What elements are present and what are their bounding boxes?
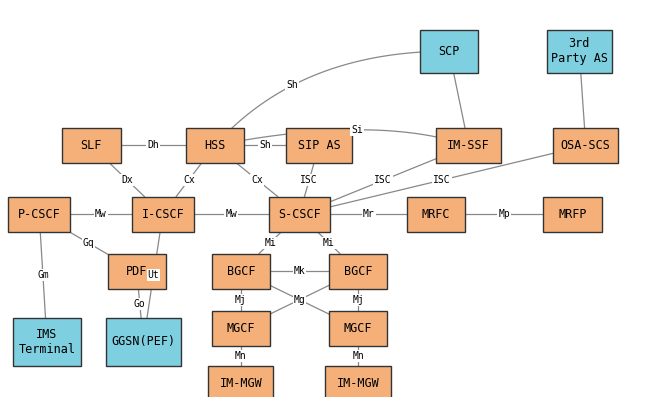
Text: Dx: Dx <box>121 175 133 185</box>
Text: Mi: Mi <box>323 238 335 248</box>
Text: Mg: Mg <box>293 295 305 305</box>
FancyBboxPatch shape <box>543 196 602 232</box>
FancyBboxPatch shape <box>436 128 501 163</box>
Text: ISC: ISC <box>433 175 451 185</box>
Text: Mw: Mw <box>225 209 237 219</box>
FancyBboxPatch shape <box>329 253 387 289</box>
FancyBboxPatch shape <box>212 310 270 346</box>
Text: OSA-SCS: OSA-SCS <box>561 139 611 152</box>
Text: Ut: Ut <box>147 270 159 280</box>
Text: Si: Si <box>351 125 363 135</box>
FancyBboxPatch shape <box>325 366 390 401</box>
FancyBboxPatch shape <box>212 253 270 289</box>
FancyBboxPatch shape <box>13 318 81 366</box>
Text: Mj: Mj <box>352 295 364 305</box>
FancyBboxPatch shape <box>186 128 244 163</box>
Text: PDF: PDF <box>126 265 147 278</box>
Text: IM-MGW: IM-MGW <box>220 377 262 390</box>
FancyBboxPatch shape <box>420 30 478 73</box>
Text: Sh: Sh <box>260 140 271 150</box>
Text: 3rd
Party AS: 3rd Party AS <box>550 37 608 65</box>
FancyBboxPatch shape <box>553 128 618 163</box>
Text: IMS
Terminal: IMS Terminal <box>19 328 76 356</box>
Text: Mg: Mg <box>293 295 305 305</box>
Text: P-CSCF: P-CSCF <box>18 208 60 221</box>
Text: Mj: Mj <box>235 295 247 305</box>
FancyBboxPatch shape <box>286 128 351 163</box>
Text: BGCF: BGCF <box>344 265 373 278</box>
FancyBboxPatch shape <box>106 318 181 366</box>
Text: Mw: Mw <box>95 209 107 219</box>
FancyBboxPatch shape <box>8 196 70 232</box>
Text: MGCF: MGCF <box>226 322 255 335</box>
FancyBboxPatch shape <box>108 253 166 289</box>
FancyBboxPatch shape <box>62 128 121 163</box>
Text: Sh: Sh <box>286 81 298 91</box>
Text: ISC: ISC <box>374 175 392 185</box>
Text: Go: Go <box>134 299 145 309</box>
FancyBboxPatch shape <box>407 196 465 232</box>
Text: HSS: HSS <box>205 139 226 152</box>
Text: BGCF: BGCF <box>226 265 255 278</box>
Text: Mi: Mi <box>264 238 276 248</box>
Text: SLF: SLF <box>80 139 102 152</box>
FancyBboxPatch shape <box>546 30 612 73</box>
Text: IM-SSF: IM-SSF <box>448 139 490 152</box>
FancyBboxPatch shape <box>132 196 194 232</box>
Text: Mn: Mn <box>235 351 247 361</box>
Text: MRFC: MRFC <box>422 208 450 221</box>
FancyBboxPatch shape <box>268 196 331 232</box>
Text: I-CSCF: I-CSCF <box>141 208 184 221</box>
Text: Mk: Mk <box>293 266 305 276</box>
Text: GGSN(PEF): GGSN(PEF) <box>112 336 175 348</box>
Text: Gq: Gq <box>82 238 94 248</box>
Text: Cx: Cx <box>183 175 195 185</box>
Text: Gm: Gm <box>37 270 48 280</box>
Text: S-CSCF: S-CSCF <box>278 208 321 221</box>
Text: IM-MGW: IM-MGW <box>337 377 379 390</box>
Text: MRFP: MRFP <box>558 208 587 221</box>
Text: Mp: Mp <box>499 209 511 219</box>
Text: SCP: SCP <box>438 45 459 58</box>
Text: Dh: Dh <box>147 140 159 150</box>
FancyBboxPatch shape <box>208 366 274 401</box>
Text: Mr: Mr <box>363 209 374 219</box>
Text: Cx: Cx <box>251 175 263 185</box>
Text: SIP AS: SIP AS <box>297 139 341 152</box>
Text: MGCF: MGCF <box>344 322 373 335</box>
FancyBboxPatch shape <box>329 310 387 346</box>
Text: ISC: ISC <box>300 175 318 185</box>
Text: Mn: Mn <box>352 351 364 361</box>
